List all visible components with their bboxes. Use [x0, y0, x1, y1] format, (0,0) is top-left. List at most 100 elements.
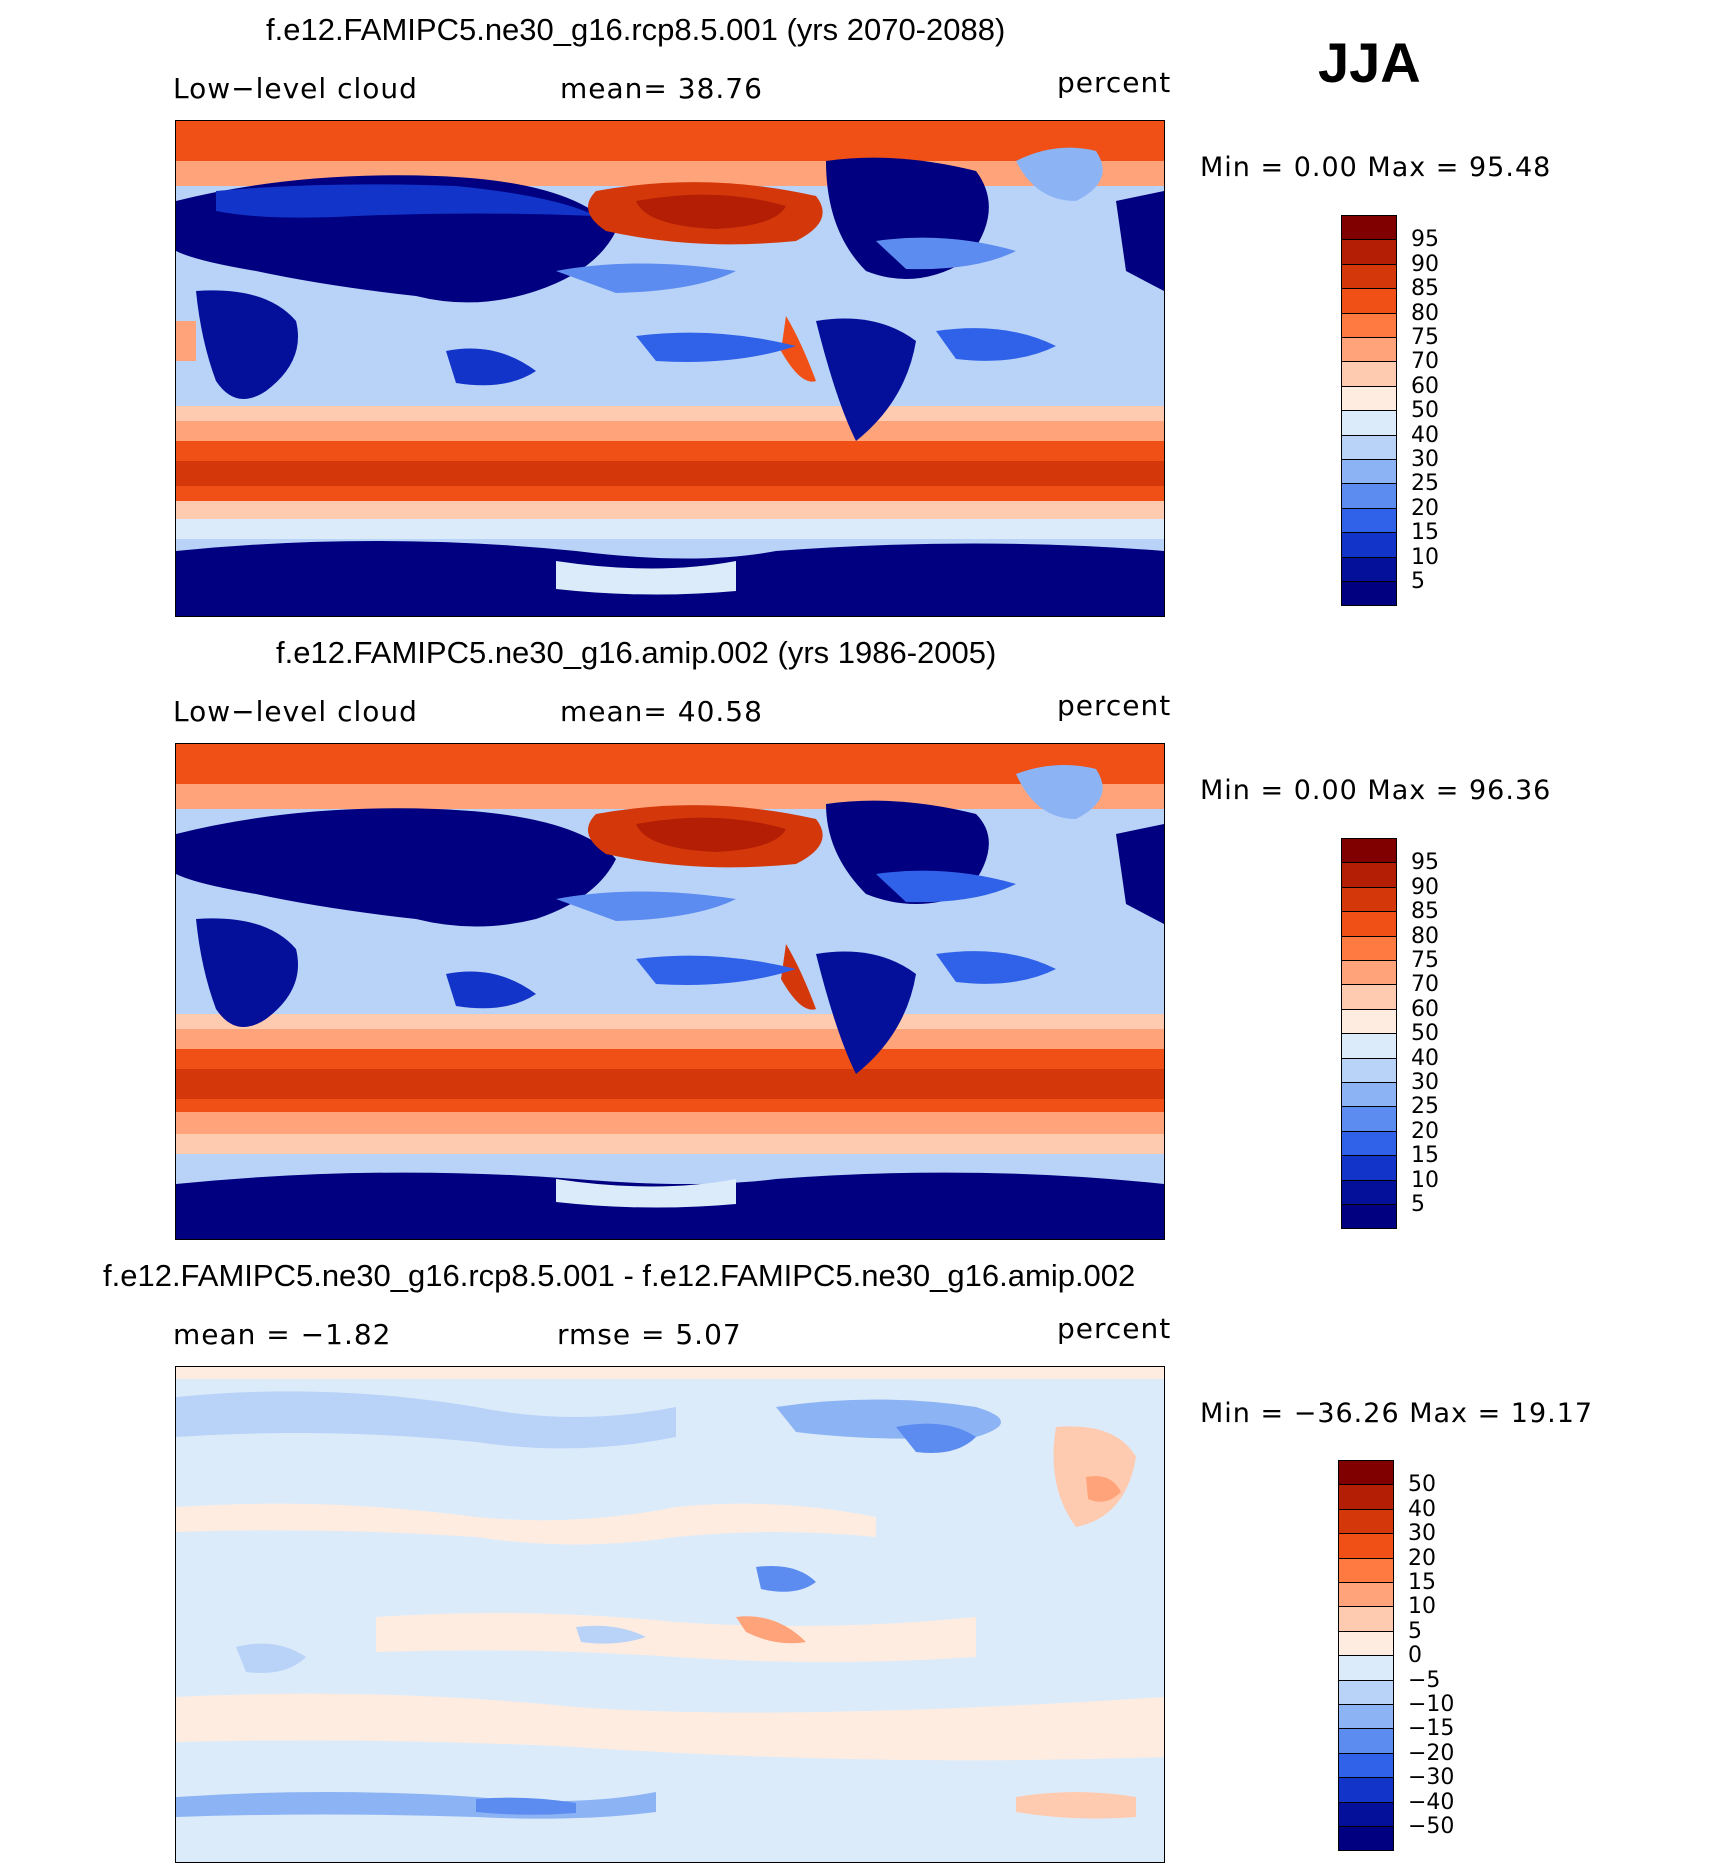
colorbar-swatch — [1338, 1460, 1394, 1486]
colorbar-swatch — [1341, 1033, 1397, 1059]
colorbar-label: 60 — [1411, 996, 1439, 1022]
colorbar-label: 85 — [1411, 276, 1439, 302]
colorbar-swatch — [1341, 288, 1397, 314]
panel2-title: f.e12.FAMIPC5.ne30_g16.amip.002 (yrs 198… — [276, 635, 997, 670]
season-label: JJA — [1318, 31, 1421, 94]
colorbar-swatch — [1338, 1606, 1394, 1632]
colorbar-label: 30 — [1411, 447, 1439, 472]
panel3-rmse-label: rmse = 5.07 — [557, 1318, 742, 1351]
colorbar-swatch — [1338, 1630, 1394, 1657]
colorbar-swatch — [1341, 1082, 1397, 1108]
colorbar-swatch — [1341, 556, 1397, 582]
colorbar-label: 15 — [1408, 1570, 1436, 1595]
panel1-map — [175, 120, 1165, 617]
colorbar-swatch — [1341, 984, 1397, 1010]
colorbar-swatch — [1341, 1057, 1397, 1083]
colorbar-label: 80 — [1411, 300, 1439, 326]
colorbar-label: 25 — [1411, 471, 1439, 497]
colorbar-swatch — [1341, 1155, 1397, 1181]
colorbar-label: 95 — [1411, 850, 1439, 876]
colorbar-label: 0 — [1408, 1643, 1422, 1669]
colorbar-swatch — [1341, 410, 1397, 436]
colorbar-label: 25 — [1411, 1094, 1439, 1120]
colorbar-swatch — [1341, 1179, 1397, 1205]
colorbar-swatch — [1341, 263, 1397, 290]
colorbar-label: −50 — [1408, 1814, 1455, 1839]
colorbar-label: 75 — [1411, 948, 1439, 973]
colorbar-label: 40 — [1411, 422, 1439, 448]
colorbar-label: 70 — [1411, 349, 1439, 375]
colorbar-swatch — [1341, 459, 1397, 485]
colorbar-swatch — [1341, 911, 1397, 937]
colorbar-swatch — [1341, 239, 1397, 265]
panel1-minmax: Min = 0.00 Max = 95.48 — [1200, 152, 1552, 183]
colorbar-swatch — [1338, 1655, 1394, 1681]
colorbar-label: −40 — [1408, 1789, 1455, 1815]
colorbar-swatch — [1341, 215, 1397, 241]
panel2-units-label: percent — [1057, 689, 1172, 722]
panel3-title: f.e12.FAMIPC5.ne30_g16.rcp8.5.001 - f.e1… — [103, 1258, 1136, 1293]
colorbar-swatch — [1341, 361, 1397, 387]
colorbar-label: 40 — [1411, 1045, 1439, 1071]
colorbar-swatch — [1341, 483, 1397, 509]
colorbar-swatch — [1338, 1484, 1394, 1510]
colorbar-label: 30 — [1408, 1521, 1436, 1547]
colorbar-label: 15 — [1411, 1143, 1439, 1169]
panel3-units-label: percent — [1057, 1312, 1172, 1345]
colorbar-swatch — [1338, 1801, 1394, 1827]
colorbar-swatch — [1341, 1130, 1397, 1157]
colorbar-swatch — [1341, 1106, 1397, 1132]
colorbar-swatch — [1338, 1508, 1394, 1535]
colorbar-label: −10 — [1408, 1692, 1455, 1717]
panel3-colorbar: 50 40 30 20 15 10 5 0 −5 −10 −15 −20 −30 −40 −50 — [1338, 1460, 1478, 1852]
colorbar-label: 40 — [1408, 1496, 1436, 1522]
colorbar-label: 90 — [1411, 874, 1439, 900]
colorbar-label: −20 — [1408, 1740, 1455, 1766]
colorbar-label: −30 — [1408, 1765, 1455, 1791]
panel2-colorbar: 95 90 85 80 75 70 60 50 40 30 25 20 15 10 5 — [1341, 838, 1481, 1230]
colorbar-label: 5 — [1411, 569, 1425, 594]
colorbar-label: 10 — [1411, 1167, 1439, 1193]
panel2-map — [175, 743, 1165, 1240]
colorbar-swatch — [1341, 337, 1397, 363]
panel3-map — [175, 1366, 1165, 1863]
colorbar-label: 70 — [1411, 972, 1439, 998]
colorbar-swatch — [1341, 581, 1397, 607]
colorbar-swatch — [1341, 532, 1397, 558]
colorbar-swatch — [1338, 1728, 1394, 1754]
panel1-variable-label: Low−level cloud — [173, 72, 418, 105]
colorbar-label: 10 — [1411, 544, 1439, 570]
panel3-mean-label: mean = −1.82 — [173, 1318, 392, 1351]
panel2-variable-label: Low−level cloud — [173, 695, 418, 728]
colorbar-label: 20 — [1408, 1545, 1436, 1571]
colorbar-swatch — [1338, 1533, 1394, 1559]
colorbar-label: −5 — [1408, 1667, 1441, 1693]
colorbar-label: −15 — [1408, 1716, 1455, 1742]
panel2-mean-label: mean= 40.58 — [560, 695, 763, 728]
colorbar-swatch — [1338, 1582, 1394, 1608]
colorbar-swatch — [1341, 434, 1397, 460]
colorbar-swatch — [1341, 1204, 1397, 1230]
colorbar-swatch — [1341, 507, 1397, 534]
colorbar-label: 50 — [1411, 1021, 1439, 1047]
colorbar-swatch — [1338, 1557, 1394, 1583]
panel1-units-label: percent — [1057, 66, 1172, 99]
colorbar-label: 5 — [1411, 1192, 1425, 1217]
panel2-minmax: Min = 0.00 Max = 96.36 — [1200, 775, 1552, 806]
panel1-mean-label: mean= 38.76 — [560, 72, 763, 105]
colorbar-label: 75 — [1411, 325, 1439, 350]
colorbar-label: 50 — [1408, 1472, 1436, 1498]
colorbar-swatch — [1341, 960, 1397, 986]
panel1-title: f.e12.FAMIPC5.ne30_g16.rcp8.5.001 (yrs 2… — [266, 12, 1006, 47]
colorbar-label: 10 — [1408, 1594, 1436, 1620]
colorbar-label: 85 — [1411, 899, 1439, 925]
colorbar-label: 20 — [1411, 1118, 1439, 1144]
colorbar-swatch — [1341, 935, 1397, 961]
panel3-minmax: Min = −36.26 Max = 19.17 — [1200, 1398, 1594, 1429]
colorbar-swatch — [1338, 1826, 1394, 1852]
colorbar-label: 15 — [1411, 520, 1439, 546]
colorbar-label: 20 — [1411, 495, 1439, 521]
colorbar-label: 30 — [1411, 1070, 1439, 1095]
colorbar-label: 5 — [1408, 1618, 1422, 1644]
colorbar-swatch — [1341, 886, 1397, 913]
